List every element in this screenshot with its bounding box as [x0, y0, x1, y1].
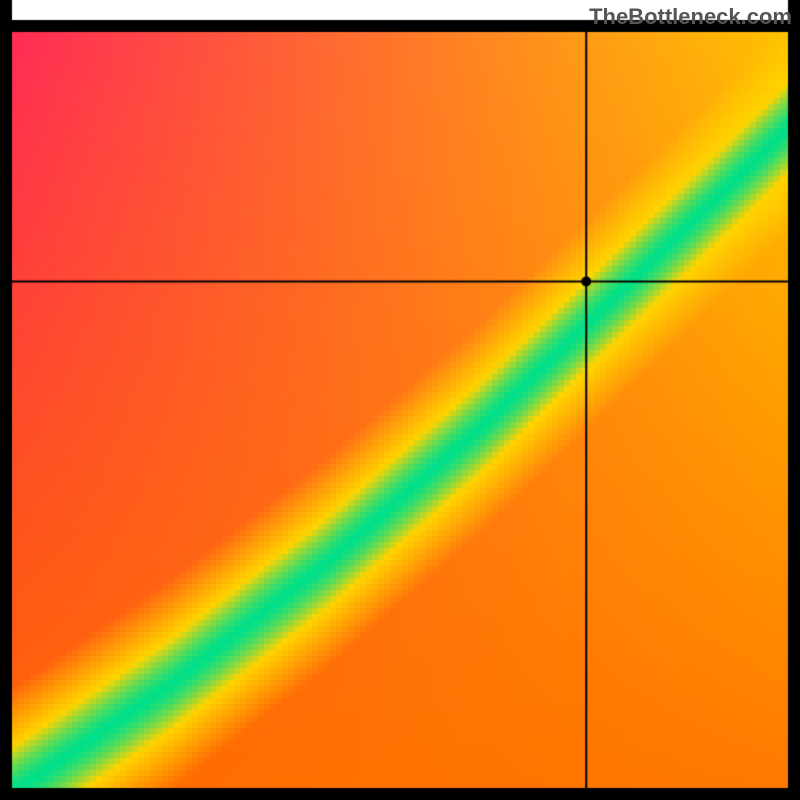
heatmap-canvas — [0, 0, 800, 800]
watermark-text: TheBottleneck.com — [589, 4, 792, 30]
chart-container: TheBottleneck.com — [0, 0, 800, 800]
